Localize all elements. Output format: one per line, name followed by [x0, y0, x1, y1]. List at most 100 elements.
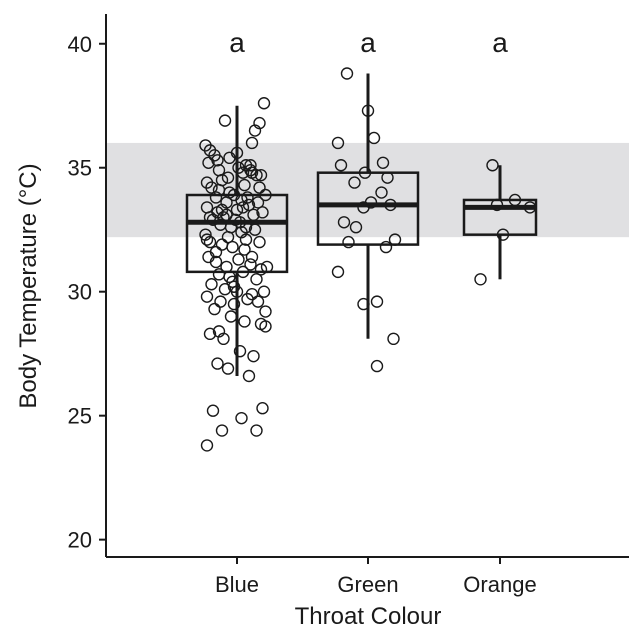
data-point — [251, 196, 265, 209]
data-point — [203, 211, 217, 224]
data-point — [205, 181, 218, 194]
data-point — [209, 191, 223, 204]
data-point — [381, 171, 394, 184]
data-point — [218, 283, 232, 296]
data-point — [221, 171, 235, 184]
data-point — [254, 168, 268, 182]
data-point — [233, 345, 247, 358]
data-point — [211, 154, 224, 167]
data-point — [242, 369, 256, 383]
data-point — [349, 221, 363, 234]
data-points — [199, 67, 537, 452]
data-point — [221, 362, 235, 375]
data-point — [206, 404, 220, 417]
data-point — [236, 265, 250, 279]
data-point — [212, 183, 226, 197]
data-point — [331, 265, 345, 279]
data-point — [361, 104, 375, 117]
data-point — [348, 176, 361, 189]
data-point — [230, 146, 244, 160]
data-point — [342, 235, 355, 249]
x-tick-label: Blue — [215, 572, 259, 597]
data-point — [200, 439, 214, 452]
data-point — [203, 327, 217, 341]
data-point — [251, 295, 265, 308]
y-axis-title: Body Temperature (°C) — [15, 163, 42, 408]
data-point — [257, 97, 271, 110]
data-point — [226, 275, 239, 288]
data-point — [214, 295, 227, 308]
data-point — [253, 235, 266, 249]
data-point — [245, 136, 259, 150]
data-point — [376, 156, 390, 169]
data-point — [370, 295, 384, 308]
data-point — [250, 424, 263, 437]
data-point — [357, 201, 370, 214]
data-point — [523, 201, 537, 214]
data-point — [387, 332, 400, 346]
data-point — [474, 273, 487, 286]
y-ticks: 20 25 30 35 40 — [68, 32, 106, 553]
x-ticks: Blue Green Orange — [215, 557, 537, 597]
y-tick-label: 35 — [68, 156, 92, 181]
data-point — [232, 253, 245, 266]
data-point — [490, 198, 504, 212]
data-point — [212, 325, 226, 338]
data-point — [203, 235, 217, 249]
data-point — [215, 203, 229, 217]
data-point — [253, 181, 266, 194]
data-point — [259, 305, 272, 318]
data-point — [230, 203, 244, 217]
y-tick-label: 30 — [68, 280, 92, 305]
data-point — [236, 166, 250, 179]
group-letter: a — [492, 27, 508, 58]
data-point — [235, 411, 248, 425]
box-green — [316, 73, 420, 339]
data-point — [337, 216, 351, 229]
data-point — [247, 349, 260, 363]
data-point — [215, 424, 229, 437]
data-point — [200, 233, 214, 246]
data-point — [244, 159, 257, 172]
data-point — [227, 280, 241, 293]
data-point — [340, 67, 354, 80]
data-point — [224, 310, 238, 323]
y-tick-label: 20 — [68, 528, 92, 553]
data-point — [496, 228, 510, 241]
data-point — [244, 258, 257, 271]
data-point — [205, 278, 218, 291]
data-point — [256, 206, 269, 219]
data-point — [254, 263, 268, 276]
data-point — [367, 131, 381, 145]
data-point — [370, 359, 384, 373]
data-point — [375, 186, 388, 199]
data-point — [238, 315, 251, 328]
data-point — [209, 245, 223, 259]
data-point — [241, 191, 254, 204]
data-point — [508, 193, 522, 207]
data-point — [388, 233, 402, 246]
data-point — [245, 250, 259, 264]
data-point — [238, 178, 251, 192]
data-point — [202, 156, 215, 169]
group-letter: a — [360, 27, 376, 58]
data-point — [334, 159, 348, 172]
x-tick-label: Green — [337, 572, 398, 597]
data-point — [379, 240, 393, 254]
data-point — [242, 198, 256, 212]
data-point — [486, 159, 499, 172]
data-point — [260, 260, 274, 274]
y-tick-label: 25 — [68, 404, 92, 429]
data-point — [239, 233, 253, 246]
y-tick-label: 40 — [68, 32, 92, 57]
data-point — [208, 302, 221, 316]
data-point — [236, 201, 250, 214]
data-point — [357, 297, 370, 311]
data-point — [221, 230, 235, 244]
data-point — [200, 290, 214, 303]
data-point — [226, 240, 239, 254]
data-point — [227, 297, 241, 311]
data-point — [256, 402, 269, 415]
